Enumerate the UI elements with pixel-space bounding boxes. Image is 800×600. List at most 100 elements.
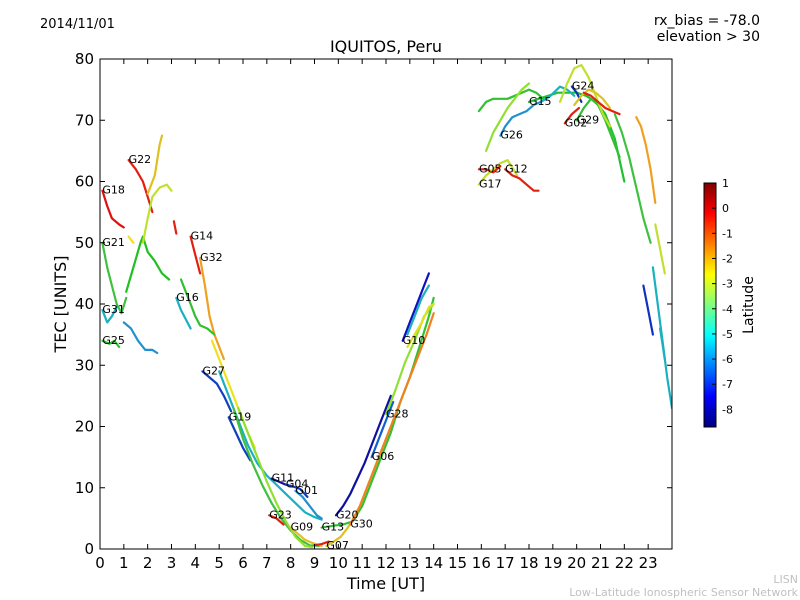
x-tick-label: 4: [191, 554, 201, 572]
x-tick-label: 13: [400, 554, 419, 572]
series-label-g15: G15: [529, 95, 552, 108]
colorbar-tick-label: 1: [722, 177, 729, 190]
series-line-g10: [401, 272, 430, 342]
x-tick-label: 22: [615, 554, 634, 572]
colorbar-tick-label: -7: [722, 378, 733, 391]
series-line-g20: [334, 394, 392, 517]
y-tick-label: 30: [75, 356, 94, 374]
series-label-g21: G21: [102, 236, 125, 249]
colorbar-tick-label: -3: [722, 278, 733, 291]
colorbar-tick-label: -2: [722, 252, 733, 265]
series-line: [406, 284, 430, 336]
series-label-g28: G28: [386, 407, 409, 420]
series-line: [477, 88, 545, 113]
series-label-g11: G11: [272, 472, 295, 485]
series-line: [127, 235, 135, 244]
series-line-g02: [563, 106, 581, 125]
series-line-g17: [477, 159, 519, 186]
x-tick-label: 6: [238, 554, 248, 572]
colorbar-tick-label: -5: [722, 328, 733, 341]
colorbar-tick-label: -4: [722, 303, 733, 316]
series-label-g07: G07: [326, 539, 349, 552]
x-tick-label: 17: [496, 554, 515, 572]
series-line-g26: [499, 100, 542, 137]
series-line: [172, 220, 178, 235]
plot-frame: [99, 58, 673, 550]
series-line: [141, 183, 173, 244]
series-label-g27: G27: [202, 364, 225, 377]
series-label-g30: G30: [350, 518, 373, 531]
x-tick-label: 3: [167, 554, 177, 572]
series-label-layer: G18G21G31G25G22G14G32G16G27G19G11G04G01G…: [102, 80, 599, 552]
y-axis-label: TEC [UNITS]: [51, 256, 70, 354]
series-line: [642, 284, 654, 336]
x-tick-label: 8: [286, 554, 296, 572]
series-label-g05: G05: [479, 162, 502, 175]
x-tick-label: 2: [143, 554, 153, 572]
x-tick-label: 18: [519, 554, 538, 572]
x-tick-label: 11: [353, 554, 372, 572]
series-line-g06: [370, 400, 395, 459]
x-tick-label: 14: [424, 554, 443, 572]
chart-title: IQUITOS, Peru: [329, 37, 443, 56]
series-label-g31: G31: [102, 303, 125, 316]
series-line: [406, 302, 435, 348]
series-line-g18: [101, 189, 125, 229]
series-line-g25: [101, 339, 121, 348]
y-tick-label: 40: [75, 295, 94, 313]
x-tick-label: 15: [448, 554, 467, 572]
colorbar-ticks: 1 0 -1 -2 -3 -4 -5 -6 -7 -8: [712, 177, 733, 416]
x-tick-label: 19: [543, 554, 562, 572]
series-line: [573, 88, 612, 110]
x-tick-label: 21: [591, 554, 610, 572]
y-tick-label: 10: [75, 479, 94, 497]
series-line-g23: [268, 514, 285, 526]
series-label-g04: G04: [286, 478, 309, 491]
series-label-g10: G10: [403, 334, 426, 347]
series-line-g32: [199, 257, 225, 361]
series-line-g01: [294, 489, 323, 520]
series-line-g09: [289, 526, 323, 547]
series-label-g20: G20: [336, 508, 359, 521]
series-line: [654, 223, 666, 275]
x-tick-label: 9: [310, 554, 320, 572]
series-label-g19: G19: [229, 410, 252, 423]
series-line: [218, 370, 323, 521]
watermark-line-1: LISN: [773, 573, 798, 586]
series-label-g13: G13: [322, 521, 345, 534]
colorbar-tick-label: -8: [722, 403, 733, 416]
date-label: 2014/11/01: [40, 17, 115, 32]
series-label-g22: G22: [129, 153, 152, 166]
series-line: [179, 278, 216, 336]
colorbar-tick-label: -6: [722, 353, 733, 366]
colorbar-tick-label: 0: [722, 202, 729, 215]
series-line: [539, 85, 576, 103]
series-line-g19: [227, 416, 252, 462]
x-tick-label: 0: [95, 554, 105, 572]
series-label-g23: G23: [269, 508, 292, 521]
x-tick-label: 10: [329, 554, 348, 572]
x-axis-label: Time [UT]: [346, 574, 425, 593]
x-tick-label: 16: [472, 554, 491, 572]
series-label-g26: G26: [500, 129, 523, 142]
series-line: [237, 407, 314, 549]
x-tick-label: 1: [119, 554, 129, 572]
series-line-g27: [201, 370, 233, 413]
series-line: [146, 134, 164, 195]
series-label-g06: G06: [372, 450, 395, 463]
series-label-g09: G09: [291, 521, 314, 534]
series-line-g16: [175, 296, 192, 330]
series-line: [125, 235, 171, 293]
x-tick-label: 5: [214, 554, 224, 572]
series-line-g22: [127, 159, 154, 214]
series-line: [635, 116, 657, 204]
watermark-line-2: Low-Latitude Ionospheric Sensor Network: [569, 586, 798, 599]
x-tick-label: 12: [376, 554, 395, 572]
series-line: [659, 327, 666, 361]
x-tick-label: 20: [567, 554, 586, 572]
y-tick-label: 60: [75, 173, 94, 191]
series-label-g01: G01: [295, 484, 318, 497]
x-tick-label: 23: [639, 554, 658, 572]
series-label-g16: G16: [176, 291, 199, 304]
